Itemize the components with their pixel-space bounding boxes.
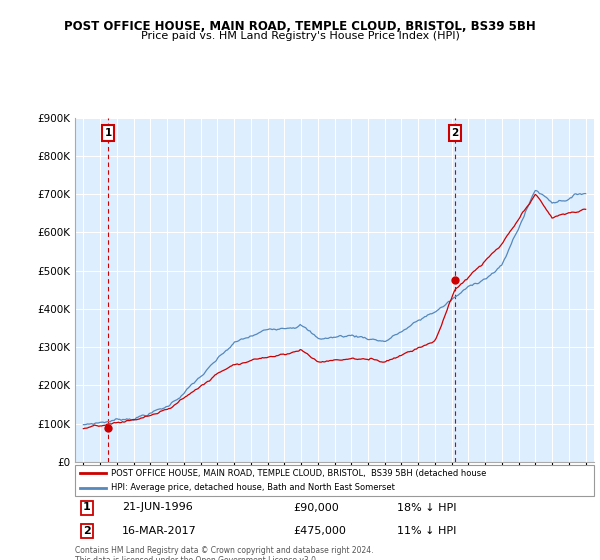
FancyBboxPatch shape [75,465,594,496]
Text: £475,000: £475,000 [293,526,346,536]
Text: 21-JUN-1996: 21-JUN-1996 [122,502,193,512]
Text: 1: 1 [83,502,91,512]
Text: 18% ↓ HPI: 18% ↓ HPI [397,502,456,512]
Text: Price paid vs. HM Land Registry's House Price Index (HPI): Price paid vs. HM Land Registry's House … [140,31,460,41]
Text: 1: 1 [104,128,112,138]
Text: POST OFFICE HOUSE, MAIN ROAD, TEMPLE CLOUD, BRISTOL, BS39 5BH: POST OFFICE HOUSE, MAIN ROAD, TEMPLE CLO… [64,20,536,32]
Text: 2: 2 [452,128,459,138]
Text: Contains HM Land Registry data © Crown copyright and database right 2024.
This d: Contains HM Land Registry data © Crown c… [75,546,373,560]
Text: £90,000: £90,000 [293,502,339,512]
Text: 2: 2 [83,526,91,536]
Text: 16-MAR-2017: 16-MAR-2017 [122,526,196,536]
Text: POST OFFICE HOUSE, MAIN ROAD, TEMPLE CLOUD, BRISTOL,  BS39 5BH (detached house: POST OFFICE HOUSE, MAIN ROAD, TEMPLE CLO… [112,469,487,478]
Text: HPI: Average price, detached house, Bath and North East Somerset: HPI: Average price, detached house, Bath… [112,483,395,492]
Text: 11% ↓ HPI: 11% ↓ HPI [397,526,456,536]
